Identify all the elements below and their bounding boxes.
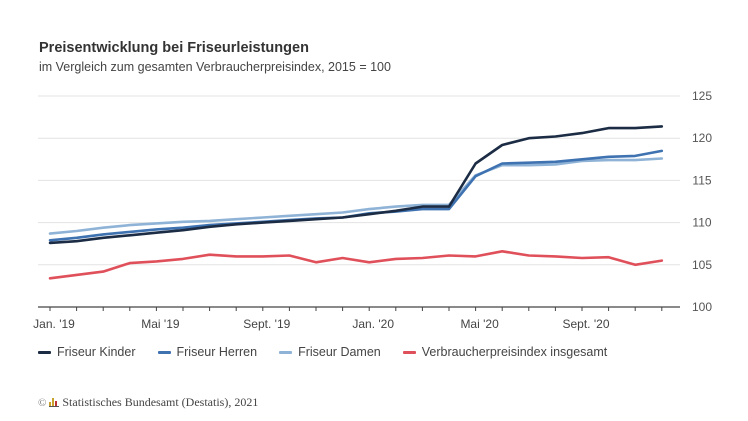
- x-tick-label: Jan. '20: [352, 317, 394, 331]
- legend-swatch: [38, 350, 51, 354]
- y-tick-label: 105: [692, 258, 712, 272]
- x-axis: [38, 306, 680, 311]
- copyright-symbol: ©: [38, 396, 47, 409]
- series-lines: [48, 125, 664, 280]
- series-line-friseur-kinder: [48, 125, 664, 245]
- gridlines: [38, 95, 680, 266]
- chart-title: Preisentwicklung bei Friseurleistungen: [39, 40, 309, 56]
- source-credit: © Statistisches Bundesamt (Destatis), 20…: [38, 395, 258, 410]
- legend-swatch: [279, 350, 293, 354]
- legend-item: Friseur Damen: [279, 345, 381, 359]
- y-tick-label: 115: [692, 173, 711, 187]
- y-tick-label: 120: [692, 131, 712, 145]
- series-line-friseur-damen: [48, 157, 664, 235]
- y-tick-label: 125: [692, 89, 712, 103]
- x-tick-label: Sept. '19: [243, 317, 290, 331]
- x-axis-tick-labels: Jan. '19 Mai '19 Sept. '19 Jan. '20 Mai '20 S…: [33, 317, 610, 331]
- legend-swatch: [402, 350, 416, 354]
- legend: Friseur Kinder Friseur Herren Friseur Dame…: [38, 345, 607, 359]
- chart-subtitle: im Vergleich zum gesamten Verbraucherpre…: [39, 60, 391, 74]
- x-tick-label: Sept. '20: [563, 317, 610, 331]
- legend-label: Friseur Kinder: [57, 345, 136, 359]
- line-chart: 100 105 110 115 120 125 Jan. '19 Mai '19 Sept. …: [33, 89, 712, 331]
- legend-item: Verbraucherpreisindex insgesamt: [402, 345, 608, 359]
- legend-label: Friseur Damen: [298, 345, 381, 359]
- source-text: Statistisches Bundesamt (Destatis), 2021: [62, 395, 259, 409]
- y-axis-tick-labels: 100 105 110 115 120 125: [692, 89, 712, 314]
- x-tick-label: Mai '19: [141, 317, 180, 331]
- legend-item: Friseur Kinder: [38, 345, 136, 359]
- legend-label: Friseur Herren: [176, 345, 258, 359]
- legend-item: Friseur Herren: [157, 345, 258, 359]
- y-tick-label: 100: [692, 300, 712, 314]
- series-line-verbraucherpreisindex-insgesamt: [48, 250, 664, 280]
- legend-label: Verbraucherpreisindex insgesamt: [421, 345, 608, 359]
- y-tick-label: 110: [692, 216, 711, 230]
- destatis-logo-icon: [49, 398, 60, 407]
- x-tick-label: Jan. '19: [33, 317, 75, 331]
- x-tick-label: Mai '20: [460, 317, 499, 331]
- legend-swatch: [157, 350, 171, 354]
- series-line-friseur-herren: [48, 149, 664, 242]
